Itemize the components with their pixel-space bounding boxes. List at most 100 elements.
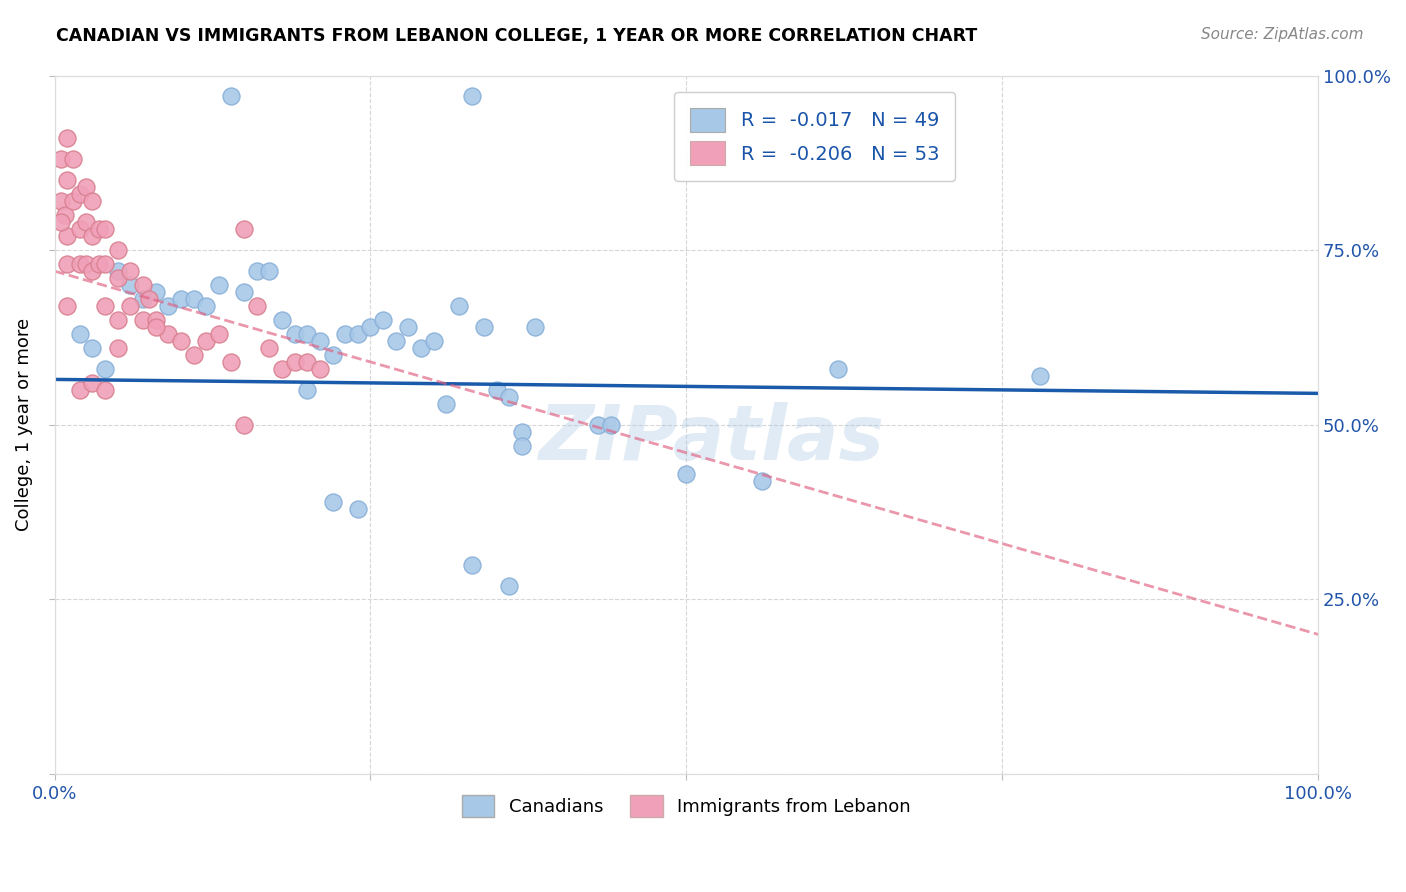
Point <box>322 348 344 362</box>
Point <box>675 467 697 481</box>
Point <box>82 194 104 209</box>
Point <box>284 355 307 369</box>
Legend: Canadians, Immigrants from Lebanon: Canadians, Immigrants from Lebanon <box>454 788 918 824</box>
Point <box>49 194 72 209</box>
Point <box>510 439 533 453</box>
Point <box>434 397 457 411</box>
Point <box>284 326 307 341</box>
Point <box>49 153 72 167</box>
Point <box>145 320 167 334</box>
Point <box>346 326 368 341</box>
Point <box>271 362 294 376</box>
Point <box>359 320 381 334</box>
Point <box>409 341 432 355</box>
Point <box>56 299 79 313</box>
Point <box>322 494 344 508</box>
Text: CANADIAN VS IMMIGRANTS FROM LEBANON COLLEGE, 1 YEAR OR MORE CORRELATION CHART: CANADIAN VS IMMIGRANTS FROM LEBANON COLL… <box>56 27 977 45</box>
Point <box>69 257 91 271</box>
Point <box>120 264 142 278</box>
Point <box>107 341 129 355</box>
Point <box>259 341 281 355</box>
Point <box>599 417 621 432</box>
Point <box>333 326 356 341</box>
Point <box>523 320 546 334</box>
Point <box>422 334 444 348</box>
Point <box>195 334 218 348</box>
Point <box>221 355 243 369</box>
Point <box>56 173 79 187</box>
Point <box>69 326 91 341</box>
Point <box>485 383 508 397</box>
Point <box>472 320 495 334</box>
Point <box>107 264 129 278</box>
Point <box>82 376 104 390</box>
Text: Source: ZipAtlas.com: Source: ZipAtlas.com <box>1201 27 1364 42</box>
Point <box>460 558 482 572</box>
Point <box>120 299 142 313</box>
Point <box>384 334 406 348</box>
Point <box>69 383 91 397</box>
Point <box>56 257 79 271</box>
Point <box>157 299 180 313</box>
Point <box>82 264 104 278</box>
Point <box>75 257 97 271</box>
Point <box>1029 368 1052 383</box>
Point <box>246 299 269 313</box>
Point <box>62 194 84 209</box>
Point <box>120 278 142 293</box>
Point <box>498 578 520 592</box>
Point <box>371 313 394 327</box>
Point <box>259 264 281 278</box>
Point <box>309 362 332 376</box>
Point <box>460 89 482 103</box>
Point <box>233 222 256 236</box>
Text: ZIPatlas: ZIPatlas <box>538 401 884 475</box>
Point <box>208 326 231 341</box>
Point <box>53 208 76 222</box>
Point <box>246 264 269 278</box>
Point <box>297 383 319 397</box>
Point <box>309 334 332 348</box>
Point <box>75 180 97 194</box>
Point <box>751 474 773 488</box>
Point <box>183 292 205 306</box>
Point <box>297 326 319 341</box>
Point <box>87 257 110 271</box>
Point <box>87 222 110 236</box>
Point <box>94 222 117 236</box>
Point <box>94 362 117 376</box>
Point <box>82 341 104 355</box>
Point <box>510 425 533 439</box>
Y-axis label: College, 1 year or more: College, 1 year or more <box>15 318 32 532</box>
Point <box>69 222 91 236</box>
Point <box>586 417 609 432</box>
Point <box>396 320 419 334</box>
Point <box>195 299 218 313</box>
Point <box>56 229 79 244</box>
Point <box>157 326 180 341</box>
Point <box>56 131 79 145</box>
Point <box>75 215 97 229</box>
Point <box>107 313 129 327</box>
Point <box>62 153 84 167</box>
Point <box>221 89 243 103</box>
Point <box>208 278 231 293</box>
Point <box>233 417 256 432</box>
Point <box>107 271 129 285</box>
Point <box>297 355 319 369</box>
Point <box>233 285 256 299</box>
Point <box>170 292 193 306</box>
Point <box>827 362 849 376</box>
Point <box>94 383 117 397</box>
Point <box>183 348 205 362</box>
Point <box>447 299 470 313</box>
Point <box>94 257 117 271</box>
Point <box>82 229 104 244</box>
Point <box>145 313 167 327</box>
Point <box>69 187 91 202</box>
Point <box>498 390 520 404</box>
Point <box>94 299 117 313</box>
Point <box>132 292 155 306</box>
Point <box>49 215 72 229</box>
Point <box>346 501 368 516</box>
